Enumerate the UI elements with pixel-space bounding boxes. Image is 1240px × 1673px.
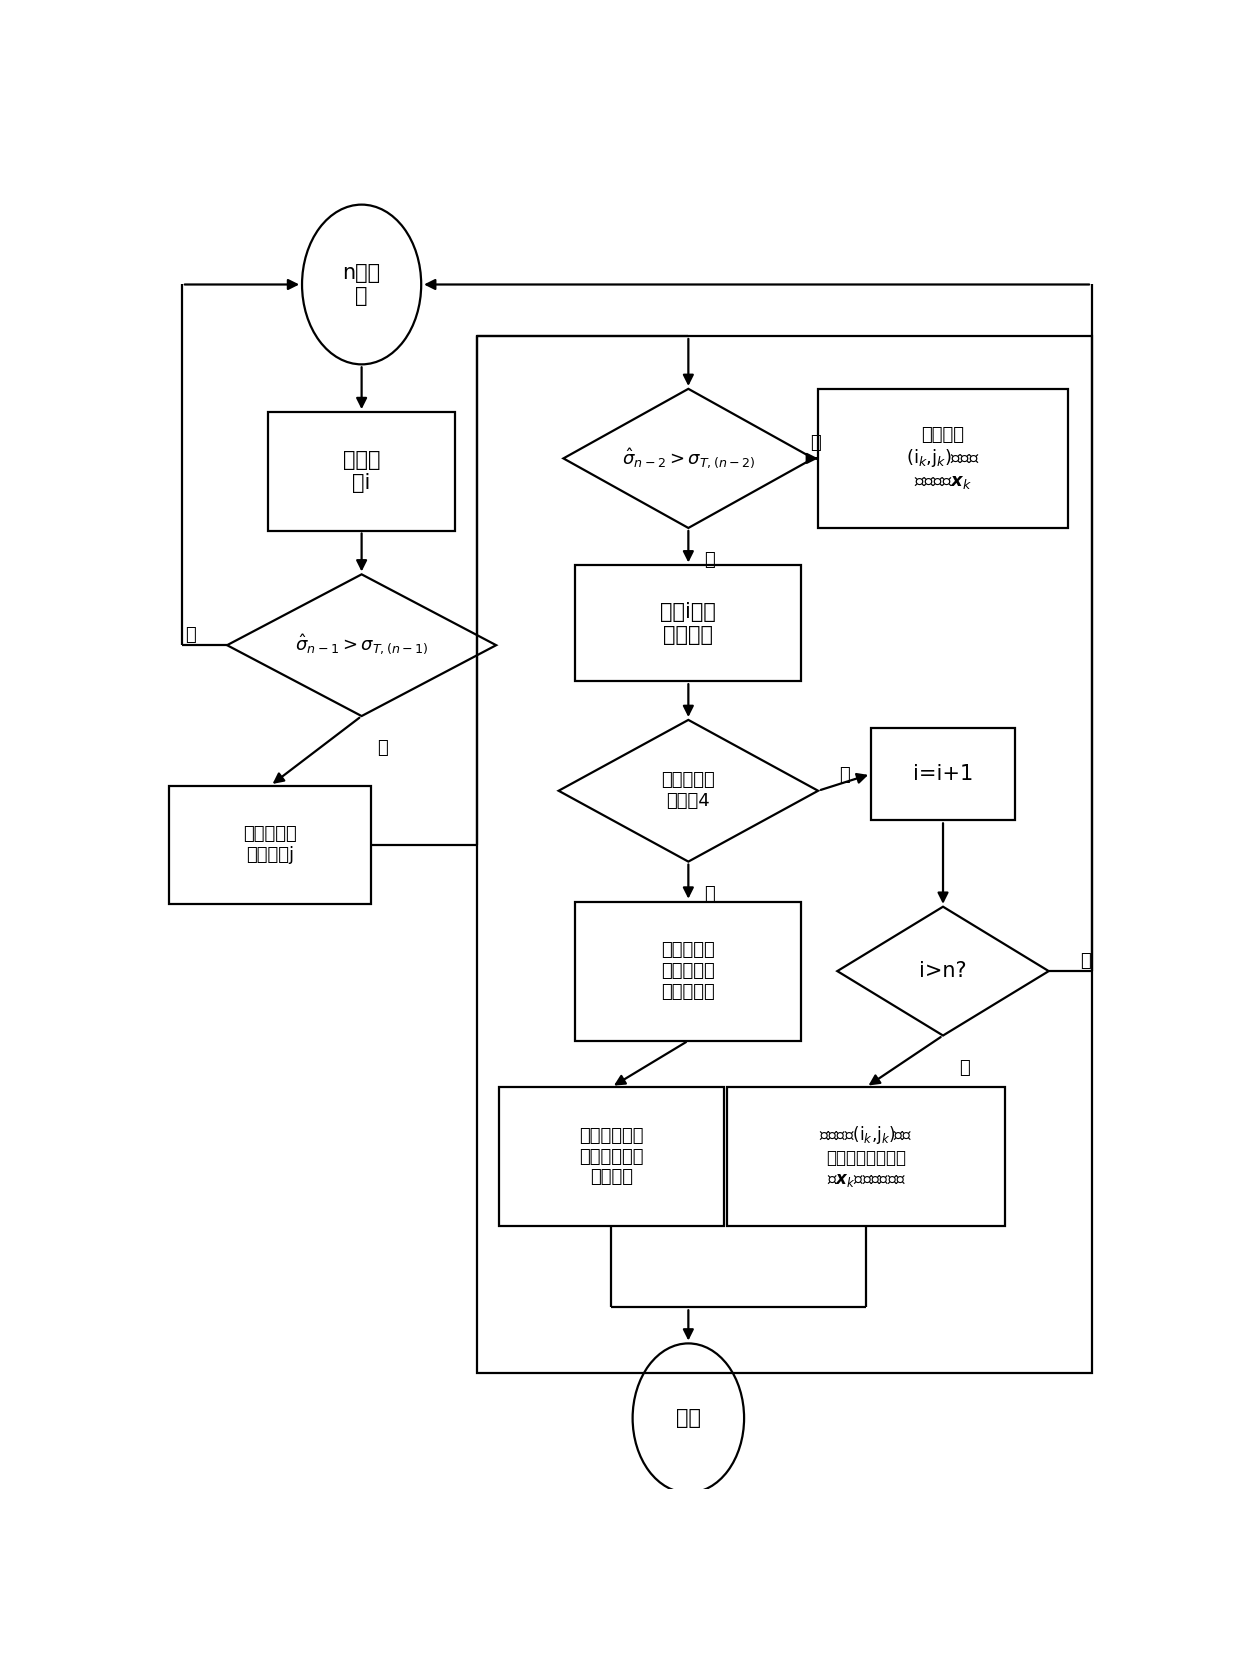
Text: 记录卫星
(i$_k$,j$_k$)及此时
定位结果$\boldsymbol{x}_k$: 记录卫星 (i$_k$,j$_k$)及此时 定位结果$\boldsymbol{x…	[906, 427, 980, 490]
Text: 是: 是	[377, 739, 388, 758]
Bar	[268, 412, 455, 530]
Text: 否: 否	[839, 766, 849, 785]
Text: i=i+1: i=i+1	[913, 765, 973, 785]
Bar	[870, 728, 1016, 820]
Text: 剔除卫
星i: 剔除卫 星i	[343, 450, 381, 494]
Bar	[818, 388, 1068, 529]
Text: 剔除故障卫星
并计算接收机
精确位置: 剔除故障卫星 并计算接收机 精确位置	[579, 1128, 644, 1186]
Bar	[727, 1087, 1006, 1226]
Text: 否: 否	[185, 626, 196, 644]
Text: i>n?: i>n?	[919, 960, 967, 980]
Text: 奇偶矢量法
剔除卫星j: 奇偶矢量法 剔除卫星j	[243, 825, 298, 865]
Text: 是: 是	[704, 885, 715, 903]
Bar	[170, 786, 371, 903]
Text: $\hat{\sigma}_{n-2} > \sigma_{T,(n-2)}$: $\hat{\sigma}_{n-2} > \sigma_{T,(n-2)}$	[621, 447, 755, 470]
Text: 否: 否	[1080, 952, 1091, 970]
Text: 找出各组(i$_k$,j$_k$)中伪
距残差统计量最小
的$\boldsymbol{x}_k$作为定位结果: 找出各组(i$_k$,j$_k$)中伪 距残差统计量最小 的$\boldsymb…	[820, 1124, 913, 1190]
Text: 是: 是	[959, 1059, 970, 1077]
Text: 计算卫星粗
略位置并找
出故障卫星: 计算卫星粗 略位置并找 出故障卫星	[661, 942, 715, 1000]
Bar	[575, 565, 801, 681]
Text: $\hat{\sigma}_{n-1} > \sigma_{T,(n-1)}$: $\hat{\sigma}_{n-1} > \sigma_{T,(n-1)}$	[295, 632, 428, 657]
Text: 结束: 结束	[676, 1409, 701, 1429]
Bar	[575, 902, 801, 1041]
Text: 是: 是	[704, 550, 715, 569]
Text: 无故障卫星
数目＞4: 无故障卫星 数目＞4	[661, 771, 715, 810]
Bar	[477, 336, 1092, 1374]
Text: n颗卫
星: n颗卫 星	[342, 263, 381, 306]
Text: 否: 否	[810, 433, 821, 452]
Bar	[498, 1087, 724, 1226]
Text: 卫星i为无
故障卫星: 卫星i为无 故障卫星	[661, 602, 717, 644]
